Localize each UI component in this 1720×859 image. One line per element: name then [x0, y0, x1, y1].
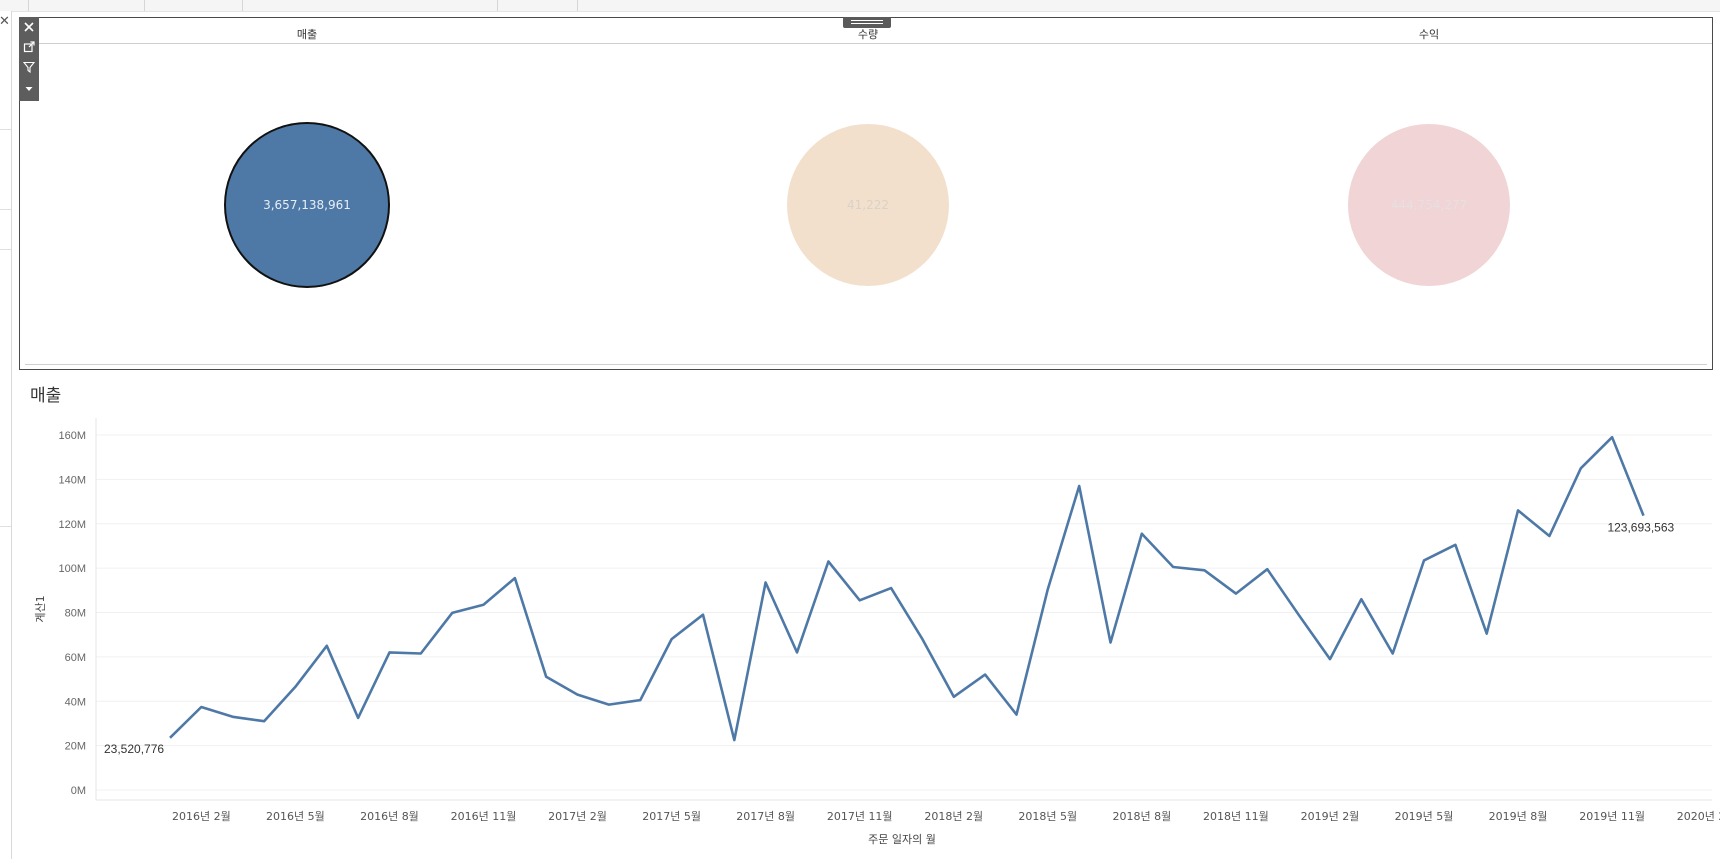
- x-axis-label: 주문 일자의 월: [868, 832, 936, 846]
- x-tick-label: 2017년 11월: [827, 810, 893, 823]
- line-chart-title: 매출: [30, 386, 62, 406]
- close-icon[interactable]: ✕: [0, 14, 10, 29]
- x-tick-label: 2016년 11월: [451, 810, 517, 823]
- divider: [0, 249, 11, 250]
- kpi-label-profit: 수익: [1418, 28, 1440, 41]
- kpi-value-sales: 3,657,138,961: [263, 198, 351, 212]
- y-axis-ticks: 0M 20M 40M 60M 80M 100M 120M 140M 160M: [58, 430, 86, 797]
- data-label-end: 123,693,563: [1607, 521, 1674, 535]
- popout-icon[interactable]: [19, 37, 39, 57]
- divider: [0, 129, 11, 130]
- y-tick-label: 0M: [71, 785, 86, 797]
- kpi-circle-profit[interactable]: 444,754,277: [1348, 124, 1510, 286]
- y-tick-label: 60M: [65, 652, 86, 664]
- toolbar-segment[interactable]: [0, 0, 29, 11]
- kpi-value-profit: 444,754,277: [1390, 198, 1468, 212]
- left-side-panel: ✕: [0, 11, 12, 859]
- grid-lines: [95, 418, 1712, 801]
- x-tick-label: 2018년 5월: [1018, 810, 1077, 823]
- x-tick-label: 2016년 5월: [266, 810, 325, 823]
- toolbar-segment[interactable]: [28, 0, 145, 11]
- toolbar-segment[interactable]: [242, 0, 498, 11]
- x-tick-label: 2018년 8월: [1112, 810, 1171, 823]
- sales-series-line[interactable]: [169, 435, 1645, 742]
- x-tick-label: 2018년 11월: [1203, 810, 1269, 823]
- divider: [0, 209, 11, 210]
- x-tick-label: 2020년 2월: [1677, 810, 1720, 823]
- toolbar-segment[interactable]: [497, 0, 578, 11]
- close-icon[interactable]: [19, 17, 39, 37]
- x-tick-label: 2019년 5월: [1395, 810, 1454, 823]
- kpi-value-quantity: 41,222: [847, 198, 889, 212]
- filter-icon[interactable]: [19, 57, 39, 77]
- y-tick-label: 160M: [58, 430, 86, 442]
- x-tick-label: 2017년 5월: [642, 810, 701, 823]
- data-label-start: 23,520,776: [104, 742, 164, 756]
- x-tick-label: 2016년 8월: [360, 810, 419, 823]
- floating-toolbox: [19, 17, 39, 101]
- y-tick-label: 40M: [65, 696, 86, 708]
- kpi-label-sales: 매출: [296, 28, 318, 41]
- divider: [0, 526, 11, 527]
- x-axis-ticks: 2016년 2월 2016년 5월 2016년 8월 2016년 11월 2017년 2…: [172, 810, 1720, 823]
- kpi-header-divider: [20, 43, 1712, 44]
- y-tick-label: 120M: [58, 519, 86, 531]
- kpi-footer-divider: [25, 364, 1707, 365]
- y-tick-label: 140M: [58, 474, 86, 486]
- top-toolbar-strip: [0, 0, 1720, 12]
- y-axis-label: 계산1: [34, 595, 47, 622]
- x-tick-label: 2017년 2월: [548, 810, 607, 823]
- caret-down-icon[interactable]: [19, 79, 39, 99]
- x-tick-label: 2019년 8월: [1489, 810, 1548, 823]
- y-tick-label: 100M: [58, 563, 86, 575]
- kpi-label-quantity: 수량: [857, 28, 879, 41]
- toolbar-segment[interactable]: [144, 0, 243, 11]
- y-tick-label: 20M: [65, 741, 86, 753]
- kpi-circle-sales[interactable]: 3,657,138,961: [224, 122, 390, 288]
- x-tick-label: 2016년 2월: [172, 810, 231, 823]
- x-tick-label: 2017년 8월: [736, 810, 795, 823]
- drag-handle[interactable]: [843, 17, 891, 28]
- kpi-circle-quantity[interactable]: 41,222: [787, 124, 949, 286]
- x-tick-label: 2019년 2월: [1301, 810, 1360, 823]
- y-tick-label: 80M: [65, 608, 86, 620]
- kpi-circles-panel[interactable]: 매출 수량 수익 3,657,138,961 41,222 444,754,27…: [19, 17, 1713, 370]
- x-tick-label: 2019년 11월: [1579, 810, 1645, 823]
- x-tick-label: 2018년 2월: [924, 810, 983, 823]
